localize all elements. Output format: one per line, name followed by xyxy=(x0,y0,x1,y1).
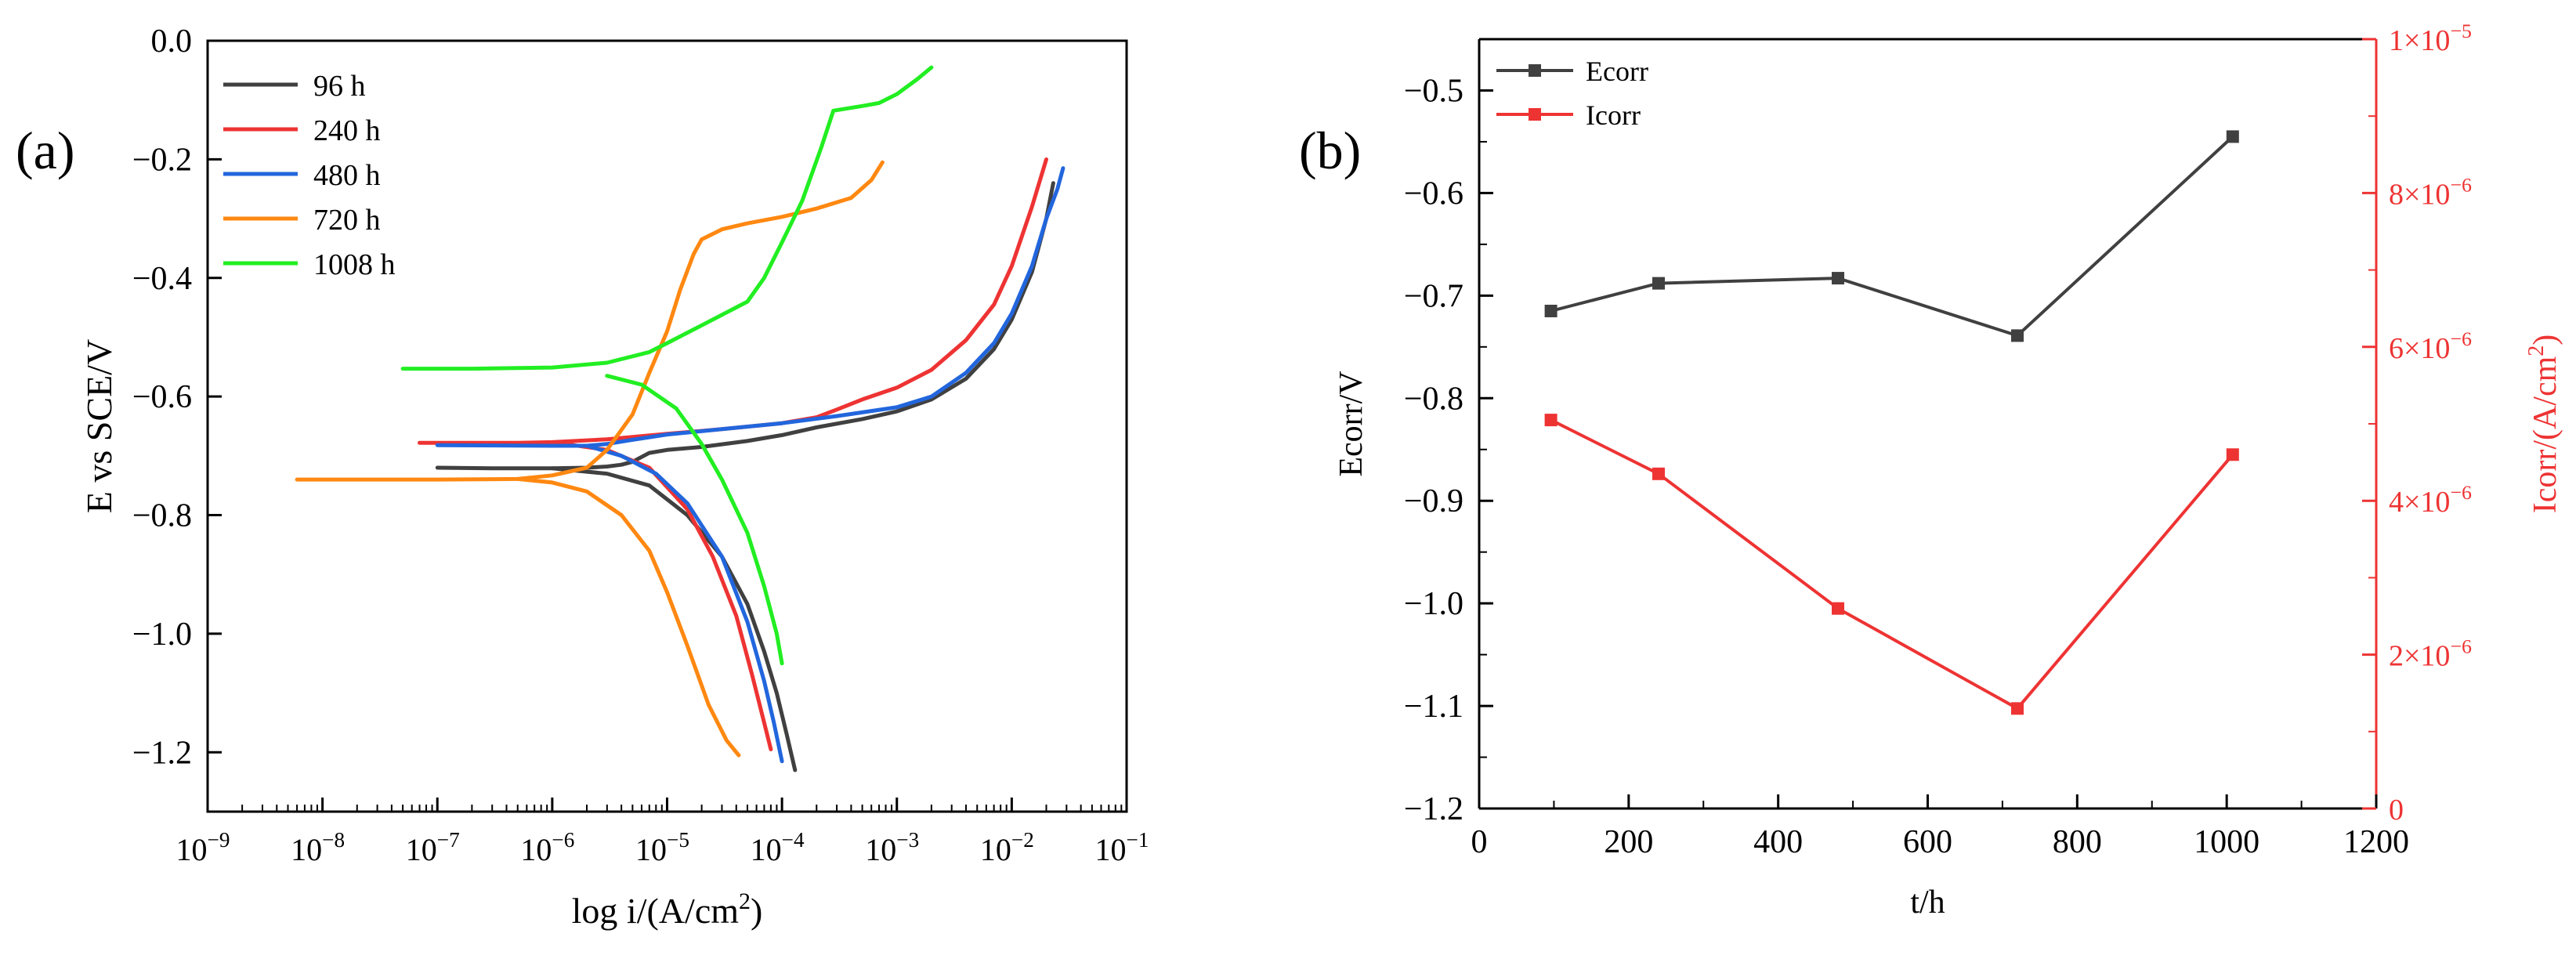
y2-tick-label: 8×10−6 xyxy=(2389,173,2472,211)
y-tick-label: −1.1 xyxy=(1404,689,1463,725)
data-point-marker xyxy=(2226,130,2239,143)
x-tick-label: 10−4 xyxy=(751,828,805,867)
y-tick-label: −0.6 xyxy=(1404,175,1463,212)
y2-axis-title: Icorr/(A/cm2) xyxy=(2524,335,2563,514)
anodic-branch-line xyxy=(418,157,1048,445)
anodic-branch-line xyxy=(435,181,1055,471)
x-tick-label: 10−9 xyxy=(176,828,230,867)
y-tick-label: −0.5 xyxy=(1404,73,1463,109)
y-tick-label: −0.8 xyxy=(1404,381,1463,417)
y-tick-label: −1.0 xyxy=(132,617,192,653)
data-point-marker xyxy=(2226,448,2239,461)
anodic-branch-line xyxy=(400,65,934,371)
y-axis-title: E vs SCE/V xyxy=(79,339,119,513)
data-point-marker xyxy=(1832,272,1844,285)
y-tick-label: −1.2 xyxy=(132,735,192,771)
legend-label: 240 h xyxy=(313,114,381,147)
legend-marker xyxy=(1529,64,1541,77)
y2-tick-label: 2×10−6 xyxy=(2389,635,2472,673)
x-tick-label: 10−1 xyxy=(1095,828,1149,867)
x-tick-label: 1000 xyxy=(2194,824,2259,860)
series-icorr xyxy=(1544,414,2239,715)
anodic-branch-line xyxy=(435,166,1065,448)
y2-tick-label: 4×10−6 xyxy=(2389,481,2472,519)
y-tick-label: −1.2 xyxy=(1404,791,1463,827)
x-tick-label: 0 xyxy=(1471,824,1488,860)
y-tick-label: −0.8 xyxy=(132,498,192,534)
cathodic-branch-line xyxy=(584,443,784,764)
panel-a-label: (a) xyxy=(16,121,74,180)
legend-label: 720 h xyxy=(313,204,381,237)
data-point-marker xyxy=(1652,277,1665,290)
cathodic-branch-line xyxy=(605,374,784,666)
legend-label: Icorr xyxy=(1586,99,1641,131)
panel-b-label: (b) xyxy=(1299,121,1361,180)
x-axis-title: log i/(A/cm2) xyxy=(572,888,763,931)
legend-label: 96 h xyxy=(313,70,366,103)
y-tick-label: 0.0 xyxy=(151,24,193,60)
series-line xyxy=(1550,135,2234,338)
chart-b-ecorr-icorr: 0 200 400 600 800 1000 1200 −0.5 −0.6 −0.7 −0.8 −0.… xyxy=(1333,20,2563,921)
series-480-h xyxy=(435,166,1065,764)
data-point-marker xyxy=(1544,304,1558,317)
x-tick-label: 1200 xyxy=(2343,824,2409,860)
legend-marker xyxy=(1529,108,1541,121)
x-tick-label: 800 xyxy=(2053,824,2102,860)
x-tick-label: 10−6 xyxy=(520,828,574,867)
x-tick-label: 10−3 xyxy=(865,828,919,867)
x-axis-title: t/h xyxy=(1910,884,1945,921)
legend-label: 480 h xyxy=(313,159,381,192)
plot-frame xyxy=(206,39,1128,813)
y-tick-label: −0.9 xyxy=(1404,483,1463,519)
data-point-marker xyxy=(1652,467,1665,480)
x-tick-label: 10−7 xyxy=(406,828,460,867)
y2-tick-label: 6×10−6 xyxy=(2389,327,2472,365)
series-line xyxy=(1550,418,2234,711)
x-tick-label: 600 xyxy=(1903,824,1952,860)
legend-label: Ecorr xyxy=(1586,56,1648,87)
y2-tick-label: 1×10−5 xyxy=(2389,20,2472,57)
y-axis-title: Ecorr/V xyxy=(1333,371,1369,476)
y2-tick-label: 0 xyxy=(2389,794,2404,827)
y-tick-label: −0.7 xyxy=(1404,278,1463,314)
chart-a-polarization-curves: 10−9 10−8 10−7 10−6 10−5 10−4 10−3 10−2 10−1 0.0 −… xyxy=(79,24,1149,931)
cathodic-branch-line xyxy=(516,476,741,758)
data-point-marker xyxy=(2011,702,2024,715)
series-96-h xyxy=(435,181,1055,772)
data-point-marker xyxy=(1544,414,1558,427)
legend-label: 1008 h xyxy=(313,248,396,281)
y-tick-label: −0.2 xyxy=(132,142,192,178)
cathodic-branch-line xyxy=(550,466,798,772)
series-1008-h xyxy=(400,65,934,666)
x-tick-label: 10−8 xyxy=(291,828,345,867)
data-point-marker xyxy=(2011,329,2024,342)
series-ecorr xyxy=(1544,130,2239,342)
series-240-h xyxy=(418,157,1048,751)
y-tick-label: −0.6 xyxy=(132,379,192,415)
x-tick-label: 200 xyxy=(1604,824,1653,860)
x-tick-label: 10−2 xyxy=(980,828,1034,867)
y-tick-label: −1.0 xyxy=(1404,586,1463,622)
y-tick-label: −0.4 xyxy=(132,261,192,297)
data-point-marker xyxy=(1832,602,1844,615)
x-tick-label: 400 xyxy=(1753,824,1803,860)
x-tick-label: 10−5 xyxy=(635,828,689,867)
series-720-h xyxy=(295,160,885,758)
